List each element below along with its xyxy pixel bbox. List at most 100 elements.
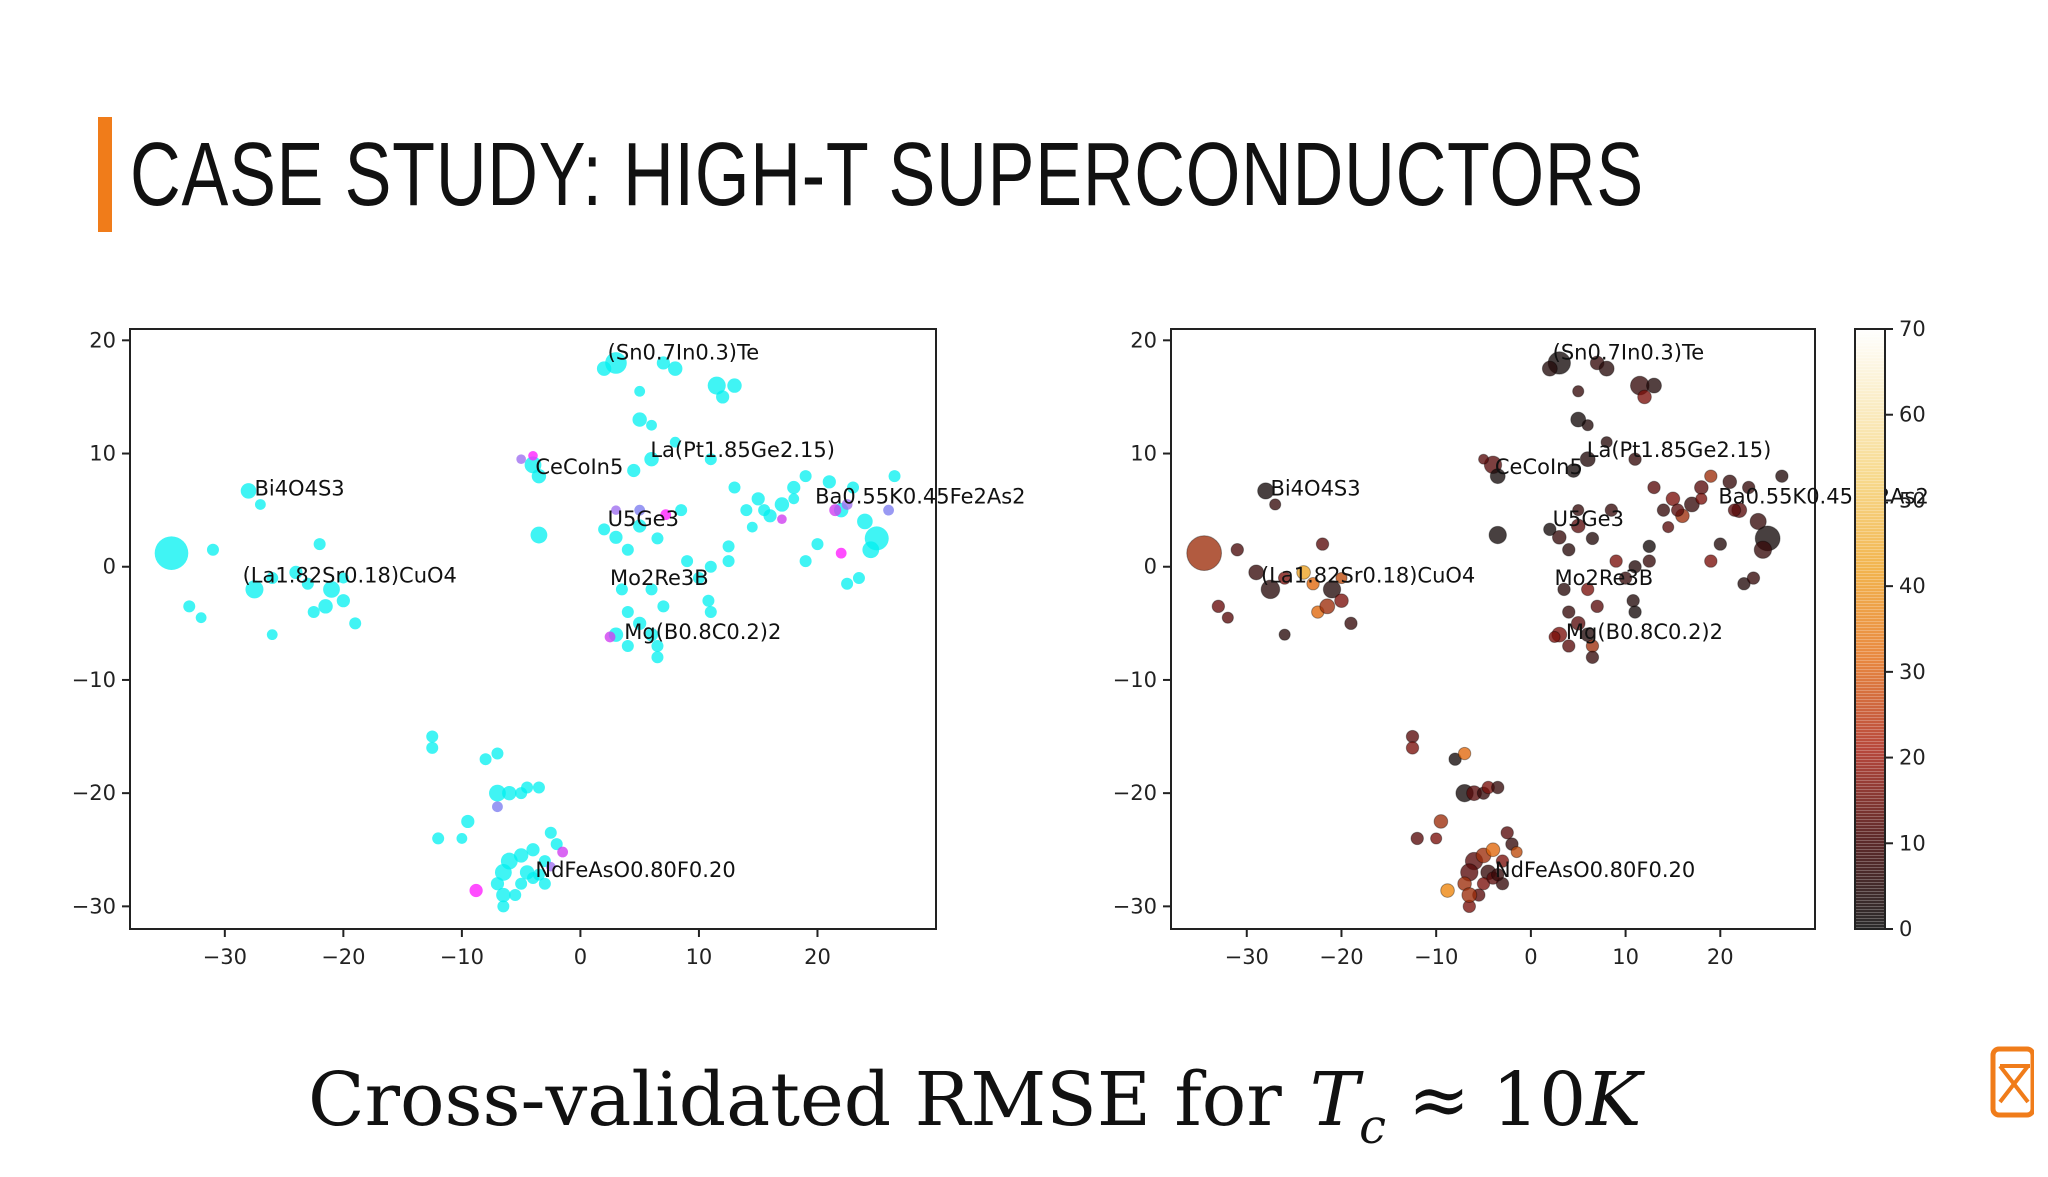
data-point <box>490 877 505 891</box>
data-point <box>1646 377 1662 394</box>
data-point <box>669 436 681 448</box>
data-point-highlight <box>829 504 842 517</box>
data-point <box>1570 411 1587 428</box>
data-point <box>651 639 664 652</box>
data-point <box>751 492 765 506</box>
data-point <box>852 572 865 585</box>
y-tick-label: 10 <box>89 442 116 466</box>
data-point <box>1580 627 1596 642</box>
data-point <box>621 543 634 556</box>
point-annotation: Mo2Re3B <box>1555 566 1654 590</box>
data-point <box>496 887 511 903</box>
data-point <box>1478 453 1489 465</box>
x-tick-label: −20 <box>321 945 365 969</box>
y-tick-label: −30 <box>72 894 116 918</box>
x-tick-label: 0 <box>1524 945 1537 969</box>
data-point <box>1746 571 1761 585</box>
data-point <box>644 628 659 642</box>
data-point <box>692 572 705 585</box>
y-tick-label: 20 <box>1130 328 1157 352</box>
data-point <box>1491 867 1505 882</box>
figure: −30 −20 −10 0 10 20 20 10 0 −10 −20 −30 (Sn0.7In0.3)… <box>0 300 2048 1000</box>
data-point <box>1489 468 1506 485</box>
x-tick-label: 20 <box>1707 945 1734 969</box>
data-point <box>1665 491 1681 507</box>
data-point <box>646 419 657 431</box>
data-point <box>1296 565 1311 580</box>
data-point <box>1727 503 1742 517</box>
data-point <box>799 470 812 483</box>
data-point <box>633 616 647 630</box>
y-tick-label: −10 <box>1113 668 1157 692</box>
data-point <box>301 577 314 590</box>
data-point <box>1683 496 1700 513</box>
data-point-highlight <box>835 547 847 559</box>
points-layer <box>154 352 901 913</box>
data-point <box>1628 452 1642 466</box>
data-point <box>1742 480 1756 495</box>
data-point <box>526 843 540 857</box>
point-annotation: Ba0.55K0.45Fe2As2 <box>1718 484 1928 508</box>
data-point <box>1749 512 1767 531</box>
data-point <box>1277 571 1292 585</box>
data-point <box>1322 580 1342 599</box>
data-point <box>502 785 517 801</box>
data-point <box>857 513 873 530</box>
data-point <box>722 555 735 568</box>
data-point <box>1642 539 1656 554</box>
data-point <box>1491 780 1505 795</box>
point-annotation: Mg(B0.8C0.2)2 <box>1566 620 1723 644</box>
data-point <box>1628 605 1642 619</box>
data-point <box>644 451 659 467</box>
data-point <box>497 900 510 913</box>
data-point <box>1637 389 1652 405</box>
data-point <box>1315 537 1330 551</box>
data-point <box>1405 741 1420 755</box>
data-point <box>1543 522 1557 537</box>
data-point <box>1260 579 1281 600</box>
y-tick-label: −20 <box>1113 781 1157 805</box>
data-point <box>532 868 545 881</box>
data-point-highlight <box>516 454 526 464</box>
data-point <box>598 523 611 536</box>
point-annotation: Mo2Re3B <box>610 566 709 590</box>
data-point <box>245 580 264 599</box>
x-tick-label: 20 <box>804 945 831 969</box>
data-point <box>307 606 320 619</box>
point-annotation: La(Pt1.85Ge2.15) <box>650 438 835 462</box>
data-point <box>841 577 854 590</box>
data-point <box>1186 535 1223 572</box>
data-point <box>532 781 545 794</box>
x-tick-label: −30 <box>1225 945 1269 969</box>
plot-frame <box>129 328 937 930</box>
data-point <box>1628 560 1642 574</box>
y-tick-label: 0 <box>1144 555 1157 579</box>
data-point <box>1618 571 1633 585</box>
data-point <box>491 747 504 760</box>
annotations-layer: (Sn0.7In0.3)Te La(Pt1.85Ge2.15)CeCoIn5 Bi4… <box>1261 341 1929 882</box>
data-point-highlight <box>777 514 787 524</box>
data-point-highlight <box>841 499 853 510</box>
data-point <box>657 600 670 613</box>
data-point <box>1430 832 1443 845</box>
data-point <box>707 376 726 395</box>
data-point <box>822 475 836 489</box>
data-point <box>1713 537 1727 551</box>
data-point <box>847 481 860 494</box>
data-point <box>254 499 266 510</box>
data-point <box>704 560 717 573</box>
data-point <box>1548 630 1561 644</box>
x-tick-label: 0 <box>574 945 587 969</box>
data-point <box>632 412 647 427</box>
box-logo-icon[interactable] <box>1990 1046 2034 1118</box>
data-point <box>1598 360 1615 377</box>
data-point <box>1485 842 1501 858</box>
x-tick-label: 10 <box>686 945 713 969</box>
colorbar-tick-label: 0 <box>1899 917 1912 941</box>
data-point <box>621 639 634 652</box>
data-point <box>1335 571 1348 585</box>
data-point <box>799 555 812 568</box>
data-point <box>1590 599 1604 614</box>
data-point <box>1609 554 1623 568</box>
data-point <box>1562 543 1576 557</box>
